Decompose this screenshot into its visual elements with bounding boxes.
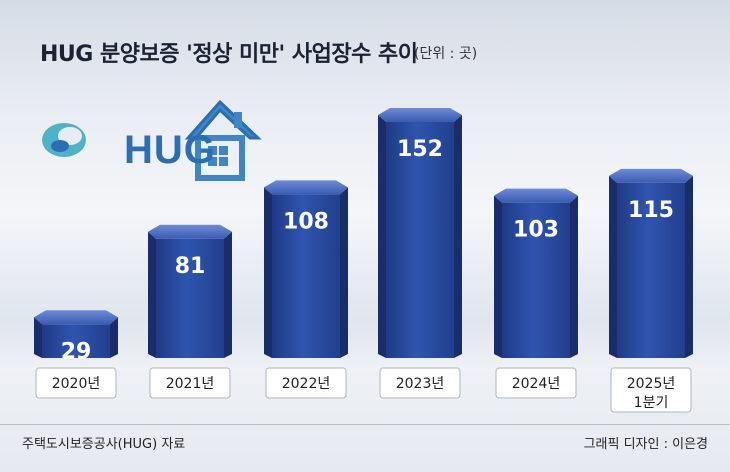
bar-front (272, 194, 340, 358)
bar-side-left (148, 231, 156, 358)
bar-side-left (609, 175, 617, 358)
bar-side-left (378, 115, 386, 358)
data-label: 29 (61, 339, 92, 364)
bar-side-right (570, 195, 578, 358)
bar-side-right (224, 231, 232, 358)
bar-side-right (110, 317, 118, 358)
bar-side-right (454, 115, 462, 358)
data-label: 108 (283, 209, 329, 234)
bar-front (42, 324, 110, 358)
bar-front (386, 122, 454, 358)
bar-front (502, 202, 570, 358)
category-label: 2025년 (627, 376, 676, 392)
category-label-box (379, 367, 461, 399)
bar-front (617, 182, 685, 358)
bar-top (148, 224, 232, 239)
bar-2 (264, 180, 348, 358)
category-label-box (495, 367, 577, 399)
category-label-box (265, 367, 347, 399)
bar-top (34, 310, 118, 325)
bar-side-right (340, 187, 348, 358)
footer-divider (0, 424, 730, 425)
data-label: 81 (175, 254, 206, 279)
bar-front (156, 238, 224, 358)
bar-top (609, 168, 693, 183)
house-icon (184, 99, 262, 181)
category-label: 2024년 (512, 376, 561, 392)
data-label: 115 (628, 198, 674, 223)
category-label: 2020년 (52, 376, 101, 392)
category-label-box (35, 367, 117, 399)
bar-side-left (264, 187, 272, 358)
bar-side-left (494, 195, 502, 358)
hug-logo-text: HUG (124, 128, 216, 172)
designer-credit: 그래픽 디자인 : 이은경 (583, 437, 708, 452)
bar-3 (378, 108, 462, 358)
bar-5 (609, 168, 693, 358)
bar-top (264, 180, 348, 195)
data-label: 103 (513, 218, 559, 243)
bar-4 (494, 188, 578, 358)
category-label-box (610, 367, 692, 413)
category-label: 2022년 (282, 376, 331, 392)
category-label: 1분기 (634, 395, 669, 411)
bar-side-right (685, 175, 693, 358)
bar-0 (34, 310, 118, 358)
hug-swirl-icon (42, 123, 86, 157)
hug-logo: HUG (38, 88, 278, 198)
bar-side-left (34, 317, 42, 358)
bar-top (378, 108, 462, 122)
category-label: 2023년 (396, 376, 445, 392)
source-note: 주택도시보증공사(HUG) 자료 (22, 437, 186, 452)
category-label-box (149, 367, 231, 399)
category-label: 2021년 (166, 376, 215, 392)
unit-label: (단위 : 곳) (414, 46, 478, 62)
bar-top (494, 188, 578, 203)
data-label: 152 (397, 137, 443, 162)
chart-title: HUG 분양보증 '정상 미만' 사업장수 추이 (40, 42, 418, 67)
bar-1 (148, 224, 232, 358)
